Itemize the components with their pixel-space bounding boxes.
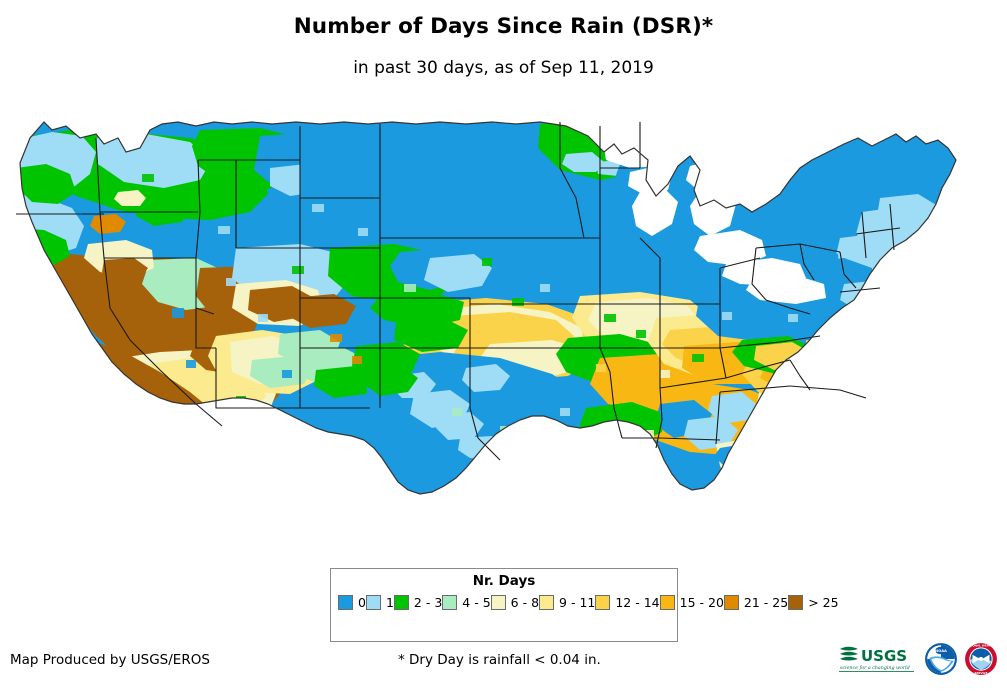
legend-entry-5: 9 - 11 bbox=[539, 592, 595, 613]
svg-text:science for a changing world: science for a changing world bbox=[840, 665, 910, 671]
map-credit: Map Produced by USGS/EROS bbox=[10, 652, 210, 668]
dsr-choropleth-map[interactable] bbox=[0, 108, 1007, 558]
legend-label-6: 12 - 14 bbox=[615, 595, 660, 610]
page-title: Number of Days Since Rain (DSR)* bbox=[293, 14, 714, 39]
usgs-logo: USGS science for a changing world bbox=[839, 646, 914, 672]
legend-entry-4: 6 - 8 bbox=[490, 592, 540, 613]
legend-swatch-3 bbox=[442, 595, 458, 610]
legend-entry-7: 15 - 20 bbox=[659, 592, 724, 613]
legend-label-5: 9 - 11 bbox=[559, 595, 596, 610]
legend-swatch-6 bbox=[595, 595, 611, 610]
agency-logos: USGS science for a changing world NOAA N… bbox=[838, 637, 1003, 681]
national-weather-service-logo: NATIONAL WEATHER SERVICE bbox=[965, 643, 998, 675]
map-footnote: * Dry Day is rainfall < 0.04 in. bbox=[398, 652, 601, 668]
legend-title: Nr. Days bbox=[472, 573, 536, 589]
state-boundaries bbox=[16, 122, 901, 461]
legend-label-7: 15 - 20 bbox=[679, 595, 724, 610]
legend-swatch-1 bbox=[365, 595, 381, 610]
legend-swatch-5 bbox=[539, 595, 555, 610]
legend-swatch-2 bbox=[393, 595, 409, 610]
legend-entry-9: > 25 bbox=[788, 592, 839, 613]
legend-label-2: 2 - 3 bbox=[413, 595, 443, 610]
legend-swatch-4 bbox=[490, 595, 506, 610]
legend-entry-8: 21 - 25 bbox=[723, 592, 789, 613]
page-subtitle: in past 30 days, as of Sep 11, 2019 bbox=[353, 58, 654, 78]
map-raster-layer bbox=[20, 122, 956, 494]
legend-label-8: 21 - 25 bbox=[743, 595, 789, 610]
svg-text:NATIONAL WEATHER: NATIONAL WEATHER bbox=[965, 643, 997, 647]
legend-entries: 0 1 2 - 3 4 - 5 6 - 8 9 - 11 12 - 14 15 bbox=[331, 592, 839, 613]
legend-swatch-7 bbox=[659, 595, 675, 610]
legend-label-0: 0 bbox=[358, 595, 366, 610]
legend-label-3: 4 - 5 bbox=[462, 595, 491, 610]
noaa-logo: NOAA bbox=[925, 643, 957, 675]
svg-text:NOAA: NOAA bbox=[935, 649, 947, 653]
legend-swatch-8 bbox=[723, 595, 739, 610]
great-lakes bbox=[604, 138, 826, 304]
legend-label-4: 6 - 8 bbox=[510, 595, 540, 610]
map-legend: Nr. Days 0 1 2 - 3 4 - 5 6 - 8 9 - 11 12 bbox=[330, 568, 839, 642]
legend-entry-0: 0 bbox=[338, 592, 366, 613]
legend-entry-1: 1 bbox=[365, 592, 394, 613]
legend-entry-6: 12 - 14 bbox=[595, 592, 660, 613]
legend-label-1: 1 bbox=[385, 595, 394, 610]
legend-swatch-0 bbox=[338, 595, 353, 610]
svg-text:USGS: USGS bbox=[861, 647, 907, 665]
legend-entry-3: 4 - 5 bbox=[442, 592, 491, 613]
legend-label-9: > 25 bbox=[808, 595, 839, 610]
map-canvas[interactable] bbox=[0, 108, 1007, 558]
svg-text:SERVICE: SERVICE bbox=[974, 671, 987, 675]
legend-entry-2: 2 - 3 bbox=[393, 592, 443, 613]
us-coastline bbox=[19, 121, 957, 495]
legend-swatch-9 bbox=[788, 595, 804, 610]
